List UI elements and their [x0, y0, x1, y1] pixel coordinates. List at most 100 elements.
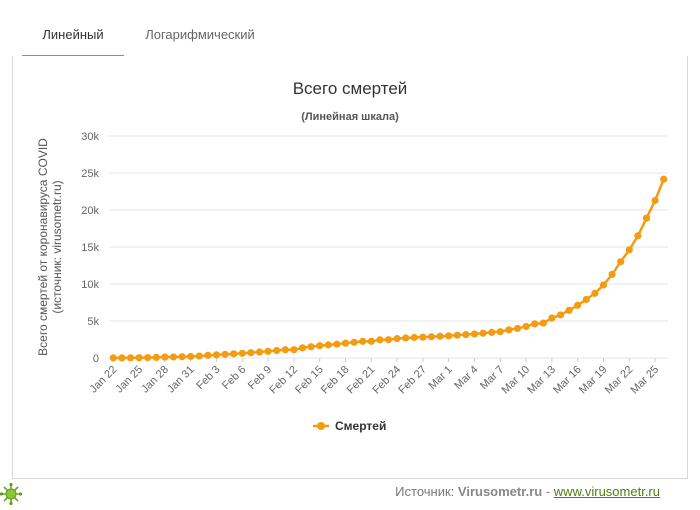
x-tick-label: Mar 19: [577, 364, 610, 397]
data-point: [204, 351, 212, 359]
data-point: [393, 334, 401, 343]
y-tick-label: 25k: [81, 168, 99, 180]
data-point: [333, 340, 341, 348]
x-tick-label: Feb 15: [293, 364, 326, 397]
chart-type-tabs: Линейный Логарифмический: [22, 0, 680, 58]
data-point: [548, 314, 556, 322]
data-point: [195, 352, 203, 360]
x-tick-label: Feb 6: [220, 364, 248, 392]
x-tick-label: Feb 12: [267, 364, 300, 397]
x-tick-label: Mar 13: [525, 364, 558, 397]
data-point: [513, 324, 522, 333]
chart-title: Всего смертей: [293, 79, 408, 98]
data-point: [359, 337, 367, 345]
y-tick-label: 5k: [87, 316, 99, 328]
x-tick-label: Mar 1: [426, 364, 454, 392]
y-axis-label: Всего смертей от коронавируса COVID: [36, 138, 50, 356]
y-axis-sublabel: (источник: virusometr.ru): [50, 180, 64, 313]
y-tick-label: 15k: [81, 242, 99, 254]
y-tick-label: 10k: [81, 279, 99, 291]
data-point: [341, 339, 350, 347]
tab-linear-label: Линейный: [42, 27, 104, 42]
x-tick-label: Mar 4: [452, 364, 480, 392]
data-point: [436, 332, 444, 340]
tab-logarithmic[interactable]: Логарифмический: [140, 20, 260, 56]
y-tick-label: 20k: [81, 205, 99, 217]
data-point: [496, 328, 504, 336]
data-point: [574, 301, 582, 309]
data-point: [539, 319, 547, 327]
source-prefix: Источник:: [395, 484, 455, 499]
source-footer: Источник: Virusometr.ru - www.virusometr…: [0, 484, 660, 499]
data-point: [565, 306, 573, 314]
data-point: [591, 289, 599, 297]
data-point: [212, 351, 221, 359]
source-link[interactable]: www.virusometr.ru: [553, 484, 660, 499]
x-tick-label: Mar 22: [603, 364, 636, 397]
tab-logarithmic-label: Логарифмический: [145, 27, 255, 42]
data-point: [247, 349, 255, 357]
data-point: [531, 320, 539, 328]
data-point: [402, 334, 410, 342]
series-line-deaths: [113, 178, 665, 360]
data-point: [264, 347, 272, 355]
data-point: [350, 338, 358, 346]
legend-label: Смертей: [335, 419, 386, 433]
data-point: [298, 344, 307, 352]
data-point: [376, 336, 384, 344]
x-tick-label: Mar 10: [500, 364, 533, 397]
data-point: [144, 353, 152, 362]
data-point: [642, 214, 651, 222]
data-point: [479, 329, 487, 337]
data-point: [135, 354, 143, 362]
data-point: [556, 311, 565, 319]
data-point: [384, 336, 393, 344]
legend-marker: [317, 422, 325, 430]
data-point: [169, 353, 178, 361]
chart-panel: Всего смертей (Линейная шкала) 0 5k 10k 15k 20…: [12, 56, 688, 479]
x-tick-label: Feb 21: [345, 364, 378, 397]
data-point: [660, 175, 668, 183]
data-point: [230, 350, 238, 358]
x-tick-label: Jan 31: [165, 364, 197, 396]
y-tick-label: 30k: [81, 131, 99, 143]
data-point: [488, 328, 496, 336]
data-point: [109, 354, 117, 362]
data-point: [419, 333, 427, 341]
x-tick-label: Jan 22: [88, 364, 120, 396]
data-point: [462, 331, 470, 339]
data-point: [307, 343, 315, 351]
data-point: [470, 330, 479, 338]
data-point: [599, 281, 608, 289]
source-separator: -: [545, 484, 551, 499]
data-point: [152, 353, 160, 361]
data-point: [324, 341, 332, 349]
data-point: [651, 196, 659, 205]
x-tick-label: Feb 27: [396, 364, 429, 397]
tab-linear[interactable]: Линейный: [22, 20, 124, 58]
x-tick-label: Jan 25: [113, 364, 145, 396]
total-deaths-chart: Всего смертей (Линейная шкала) 0 5k 10k 15k 20…: [36, 79, 668, 433]
data-point: [427, 333, 436, 341]
data-point: [255, 348, 264, 356]
x-tick-label: Feb 3: [194, 364, 222, 392]
data-point: [410, 333, 418, 342]
data-point: [178, 353, 186, 361]
x-tick-label: Feb 24: [371, 364, 404, 397]
data-point: [634, 232, 642, 240]
data-point: [445, 332, 453, 340]
data-point: [617, 258, 625, 266]
chart-subtitle: (Линейная шкала): [301, 111, 399, 123]
source-brand: Virusometr.ru: [457, 484, 543, 499]
virus-icon: [0, 483, 22, 505]
y-tick-label: 0: [93, 353, 99, 365]
data-point: [582, 295, 590, 304]
data-point: [221, 350, 229, 358]
x-tick-label: Mar 16: [551, 364, 584, 397]
x-tick-label: Feb 18: [319, 364, 352, 397]
data-point: [522, 322, 530, 331]
data-point: [625, 246, 633, 254]
data-point: [316, 342, 324, 350]
x-tick-label: Jan 28: [139, 364, 171, 396]
data-point: [118, 354, 126, 362]
